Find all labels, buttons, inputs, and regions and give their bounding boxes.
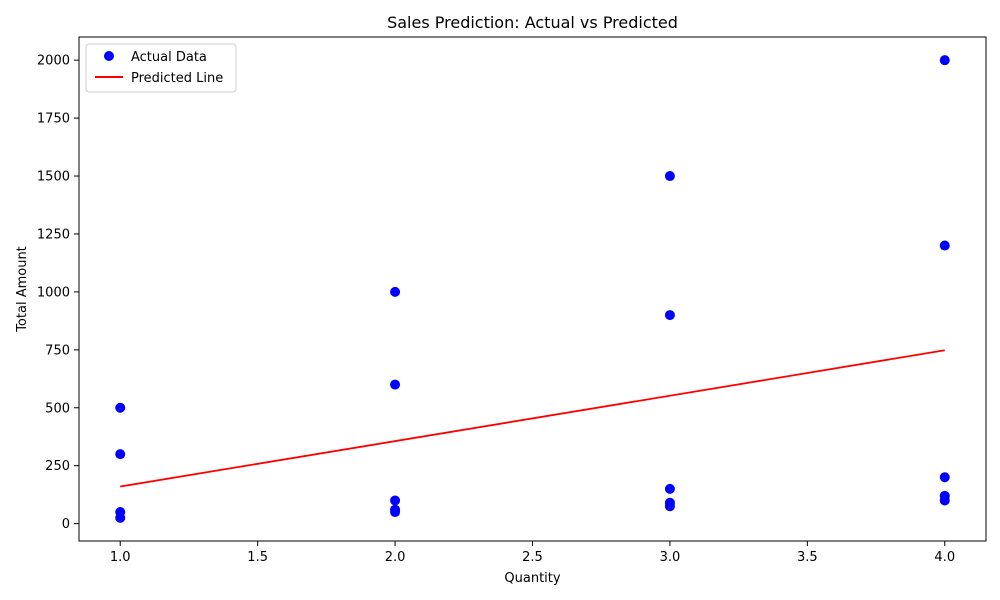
data-point	[664, 501, 675, 512]
data-point	[664, 483, 675, 494]
legend-box	[85, 43, 237, 93]
legend: Actual Data Predicted Line	[85, 43, 237, 93]
data-point	[390, 379, 401, 390]
data-point	[664, 171, 675, 182]
data-point	[390, 507, 401, 518]
plot-area	[115, 55, 950, 523]
legend-label-predicted: Predicted Line	[131, 71, 223, 86]
legend-marker-actual	[104, 51, 114, 61]
y-tick-label: 2000	[37, 54, 70, 69]
y-tick-label: 0	[62, 517, 70, 532]
data-point	[390, 495, 401, 506]
data-point	[115, 449, 126, 460]
y-tick-label: 250	[45, 459, 70, 474]
y-tick-label: 1750	[37, 112, 70, 127]
x-tick-label: 4.0	[934, 550, 955, 565]
data-point	[115, 512, 126, 523]
data-point	[390, 286, 401, 297]
data-point	[939, 472, 950, 483]
predicted-line	[120, 349, 945, 488]
x-tick-label: 3.0	[660, 550, 681, 565]
x-tick-label: 3.5	[797, 550, 818, 565]
legend-label-actual: Actual Data	[131, 50, 207, 65]
x-axis-label: Quantity	[504, 571, 560, 586]
y-tick-label: 500	[45, 401, 70, 416]
x-tick-label: 2.5	[522, 550, 543, 565]
y-axis-label: Total Amount	[15, 246, 30, 333]
data-point	[939, 240, 950, 251]
data-point	[939, 495, 950, 506]
y-tick-label: 750	[45, 343, 70, 358]
x-tick-label: 1.0	[110, 550, 131, 565]
data-point	[939, 55, 950, 66]
y-tick-label: 1250	[37, 227, 70, 242]
x-tick-label: 1.5	[247, 550, 268, 565]
y-tick-label: 1000	[37, 285, 70, 300]
plot-frame	[78, 36, 987, 542]
y-axis: 0 250 500 750 1000 1250 1500 1750 2000	[37, 54, 79, 532]
x-axis: 1.0 1.5 2.0 2.5 3.0 3.5 4.0	[110, 541, 955, 565]
data-point	[664, 310, 675, 321]
y-tick-label: 1500	[37, 170, 70, 185]
chart-title: Sales Prediction: Actual vs Predicted	[387, 13, 678, 32]
x-tick-label: 2.0	[385, 550, 406, 565]
data-point	[115, 402, 126, 413]
